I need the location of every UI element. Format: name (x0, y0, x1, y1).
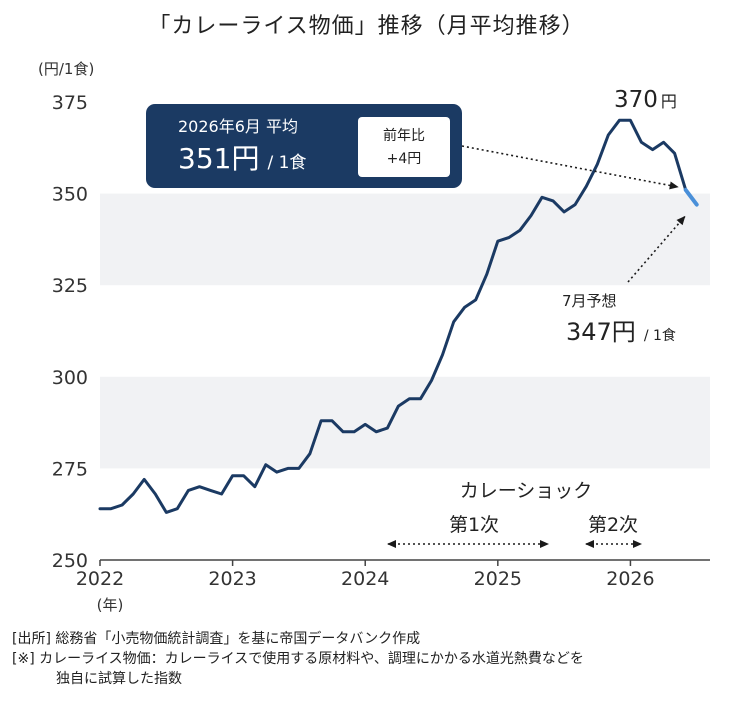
second-shock-label: 第2次 (588, 514, 638, 536)
y-tick-label: 325 (52, 275, 88, 297)
y-tick-label: 375 (52, 92, 88, 114)
y-tick-label: 300 (52, 367, 88, 389)
y-tick-label: 250 (52, 550, 88, 572)
grid-band (100, 193, 710, 286)
y-axis-label: (円/1食) (38, 60, 94, 78)
june-arrow (461, 145, 679, 190)
forecast-value: 347円/ 1食 (566, 318, 676, 346)
grid-band (100, 376, 710, 469)
definition-note-cont: 独自に試算した指数 (56, 671, 182, 687)
june-box-title: 2026年6月 平均 (178, 117, 298, 136)
y-tick-label: 275 (52, 458, 88, 480)
x-tick-label: 2026 (606, 568, 654, 590)
yoy-value: +4円 (387, 151, 422, 167)
x-tick-label: 2022 (76, 568, 124, 590)
source-note: [出所] 総務省「小売物価統計調査」を基に帝国データバンク作成 (12, 631, 421, 647)
peak-label: 370 円 (614, 87, 677, 113)
price-line (98, 118, 688, 514)
curry-shock-title: カレーショック (460, 480, 593, 502)
page-title: 「カレーライス物価」推移（月平均推移） (148, 14, 585, 39)
forecast-label: 7月予想 (562, 292, 617, 310)
yoy-label: 前年比 (383, 127, 425, 144)
definition-note: [※] カレーライス物価：カレーライスで使用する原材料や、調理にかかる水道光熱費… (12, 651, 584, 667)
first-shock-label: 第1次 (449, 514, 499, 536)
x-axis-label: (年) (97, 596, 124, 614)
forecast-line (683, 187, 699, 207)
notes: [出所] 総務省「小売物価統計調査」を基に帝国データバンク作成 [※] カレーラ… (12, 629, 584, 689)
x-tick-label: 2024 (341, 568, 389, 590)
x-tick-label: 2023 (208, 568, 256, 590)
x-tick-label: 2025 (474, 568, 522, 590)
y-tick-label: 350 (52, 184, 88, 206)
yoy-box (358, 117, 450, 177)
june-box-value: 351円/ 1食 (178, 142, 306, 175)
